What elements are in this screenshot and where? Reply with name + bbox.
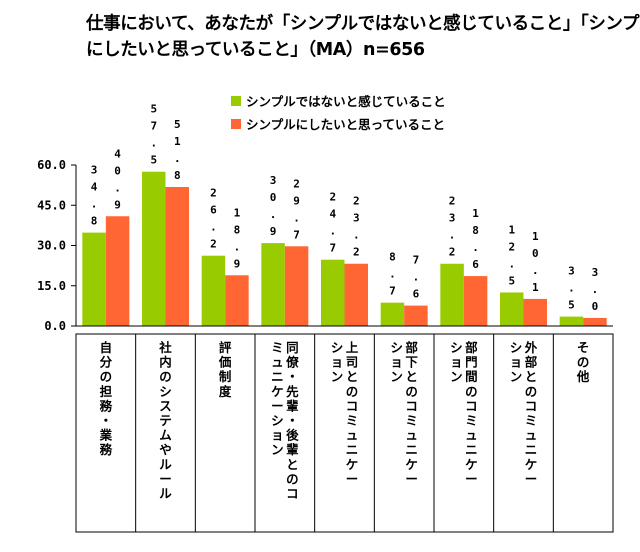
chart-title-line-1: 仕事において、あなたが「シンプルではないと感じていること」「シンプル xyxy=(86,14,640,34)
category-label: 評価制度 xyxy=(218,340,232,399)
category-label: ション xyxy=(450,340,463,384)
bar-green xyxy=(321,259,345,326)
bar-orange xyxy=(225,275,249,326)
data-label: 3.0 xyxy=(592,266,599,313)
category-label: 部門間のコミュニケー xyxy=(465,340,478,486)
category-label: ミュニケーション xyxy=(271,340,284,457)
data-label: 3.5 xyxy=(568,265,575,312)
legend-swatch xyxy=(231,96,241,106)
bar-green xyxy=(142,171,166,326)
y-tick-label: 30.0 xyxy=(37,239,66,253)
category-label: その他 xyxy=(576,340,590,384)
bar-green xyxy=(380,302,405,326)
data-label: 7.6 xyxy=(413,254,420,301)
bar-orange xyxy=(165,187,189,326)
bar-orange xyxy=(463,276,488,326)
bar-green xyxy=(261,243,285,326)
category-label: 上司とのコミュニケー xyxy=(346,340,359,486)
bar-orange xyxy=(344,263,368,326)
category-label: 社内のシステムやルール xyxy=(158,340,172,501)
category-label: 同僚・先輩・後輩とのコ xyxy=(285,340,299,501)
bar-green xyxy=(82,232,106,326)
bar-green xyxy=(440,263,464,326)
category-label: ション xyxy=(390,340,403,384)
bar-orange xyxy=(284,246,309,326)
y-tick-label: 45.0 xyxy=(37,198,66,212)
bar-green xyxy=(500,292,524,326)
category-label: ション xyxy=(331,340,344,384)
category-label: 外部とのコミュニケー xyxy=(524,340,538,486)
category-label: 部下とのコミュニケー xyxy=(405,340,418,486)
y-tick-label: 15.0 xyxy=(37,279,66,293)
y-tick-label: 0.0 xyxy=(44,319,66,333)
data-label: 8.7 xyxy=(389,251,396,298)
bar-green xyxy=(559,316,584,326)
chart-title: 仕事において、あなたが「シンプルではないと感じていること」「シンプル にしたいと… xyxy=(86,11,640,63)
bar-green xyxy=(201,255,226,326)
bar-orange xyxy=(404,305,428,326)
bar-orange xyxy=(105,216,130,326)
bar-orange xyxy=(523,298,547,326)
category-label: ション xyxy=(510,340,523,384)
category-table xyxy=(75,333,614,533)
chart-title-line-2: にしたいと思っていること」（MA）n=656 xyxy=(86,40,425,60)
legend-label: シンプルにしたいと思っていること xyxy=(246,117,445,132)
category-label: 自分の担務・業務 xyxy=(99,340,113,457)
bar-orange xyxy=(583,317,607,326)
legend-swatch xyxy=(231,119,241,129)
y-tick-label: 60.0 xyxy=(37,158,66,172)
legend-label: シンプルではないと感じていること xyxy=(246,94,446,109)
